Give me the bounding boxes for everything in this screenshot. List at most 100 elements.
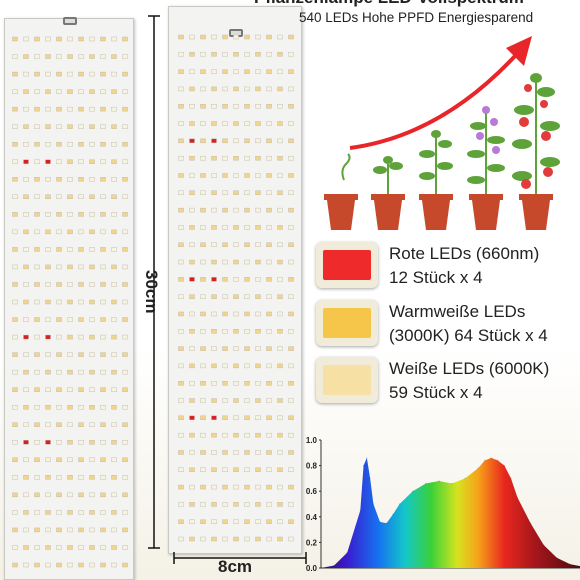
white-led: [178, 484, 184, 490]
white-led: [45, 299, 51, 305]
white-led: [12, 440, 18, 445]
white-led: [34, 405, 40, 410]
white-led: [45, 264, 51, 270]
white-led: [100, 422, 106, 427]
white-led: [222, 450, 228, 455]
white-led: [200, 242, 206, 247]
white-led: [56, 369, 62, 375]
white-led: [189, 536, 195, 542]
white-led: [288, 155, 294, 161]
white-led: [222, 381, 228, 386]
white-led: [277, 104, 283, 109]
white-led: [178, 450, 184, 455]
white-led: [89, 247, 95, 252]
white-led: [12, 124, 18, 129]
white-led: [45, 562, 51, 568]
white-led: [222, 104, 228, 109]
white-led: [45, 89, 51, 94]
white-led: [288, 104, 294, 109]
white-led: [200, 104, 206, 109]
white-led: [200, 259, 206, 265]
white-led: [178, 225, 184, 230]
white-led: [78, 422, 84, 427]
white-led: [277, 536, 283, 542]
white-led: [211, 294, 217, 299]
white-led: [122, 299, 128, 305]
white-led: [266, 311, 272, 317]
y-tick-label: 0.4: [306, 513, 318, 522]
white-led: [178, 329, 184, 334]
white-led: [233, 398, 239, 403]
white-led: [45, 527, 51, 533]
white-led: [200, 346, 206, 351]
white-led: [233, 52, 239, 57]
white-led: [56, 54, 62, 59]
white-led: [222, 536, 228, 542]
white-led: [288, 381, 294, 386]
white-led: [288, 121, 294, 126]
white-led: [67, 562, 73, 568]
plant-3: [419, 130, 453, 230]
white-led: [34, 510, 40, 515]
white-led: [178, 311, 184, 317]
white-led: [111, 247, 117, 252]
led-grid-right: [178, 34, 294, 542]
white-led: [211, 121, 217, 126]
red-led: [189, 277, 195, 282]
white-led: [266, 536, 272, 542]
white-led: [255, 502, 261, 507]
white-led: [100, 352, 106, 357]
white-led: [45, 177, 51, 182]
white-led: [122, 54, 128, 59]
led-panel-right: [168, 6, 302, 554]
white-led: [67, 264, 73, 270]
white-led: [277, 311, 283, 317]
white-led: [288, 242, 294, 247]
white-led: [255, 121, 261, 126]
white-led: [56, 405, 62, 410]
white-led: [56, 422, 62, 427]
white-led: [67, 177, 73, 182]
white-led: [12, 89, 18, 94]
white-led: [23, 194, 29, 200]
white-led: [277, 363, 283, 369]
white-led: [45, 369, 51, 375]
white-led: [211, 86, 217, 92]
white-led: [67, 124, 73, 129]
white-led: [189, 363, 195, 369]
white-led: [34, 141, 40, 147]
white-led: [67, 334, 73, 340]
white-led: [89, 545, 95, 550]
white-led: [34, 229, 40, 235]
white-led: [255, 242, 261, 247]
white-led: [67, 545, 73, 550]
white-led: [45, 352, 51, 357]
width-label: 8cm: [218, 557, 253, 576]
white-led: [288, 69, 294, 74]
white-led: [189, 519, 195, 524]
white-led: [56, 527, 62, 533]
white-led: [45, 54, 51, 59]
white-led: [277, 398, 283, 403]
white-led: [288, 225, 294, 230]
white-led: [89, 159, 95, 164]
red-led: [189, 415, 195, 421]
white-led: [23, 247, 29, 252]
white-led: [211, 52, 217, 57]
white-led: [189, 346, 195, 351]
white-led: [111, 405, 117, 410]
white-led: [100, 282, 106, 287]
white-led: [233, 363, 239, 369]
white-led: [78, 141, 84, 147]
plant-1: [324, 153, 358, 230]
white-led: [12, 264, 18, 270]
white-led: [34, 159, 40, 164]
white-led: [122, 141, 128, 147]
white-led: [122, 106, 128, 112]
white-led: [12, 352, 18, 357]
white-led: [34, 212, 40, 217]
white-led: [45, 212, 51, 217]
white-led: [45, 247, 51, 252]
white-led: [100, 106, 106, 112]
white-led-swatch: [323, 365, 371, 395]
